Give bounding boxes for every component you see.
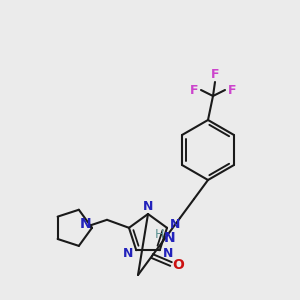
Text: N: N (163, 247, 173, 260)
Text: F: F (211, 68, 219, 82)
Text: O: O (172, 258, 184, 272)
Text: F: F (228, 83, 236, 97)
Text: N: N (80, 217, 92, 231)
Text: N: N (170, 218, 180, 231)
Text: N: N (123, 247, 134, 260)
Text: F: F (190, 83, 198, 97)
Text: N: N (164, 231, 176, 245)
Text: N: N (143, 200, 153, 212)
Text: H: H (154, 227, 164, 241)
